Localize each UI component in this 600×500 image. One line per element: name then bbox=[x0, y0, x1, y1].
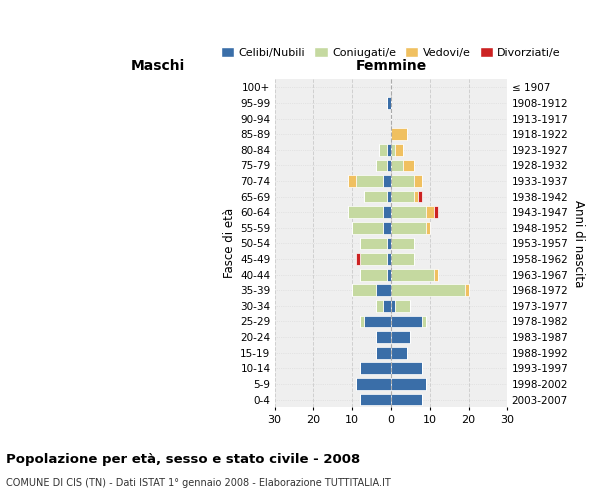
Bar bbox=[387, 269, 391, 280]
Bar bbox=[383, 206, 391, 218]
Text: Popolazione per età, sesso e stato civile - 2008: Popolazione per età, sesso e stato civil… bbox=[6, 452, 360, 466]
Bar bbox=[352, 222, 383, 234]
Bar bbox=[356, 175, 383, 187]
Y-axis label: Fasce di età: Fasce di età bbox=[223, 208, 236, 278]
Bar bbox=[356, 378, 391, 390]
Y-axis label: Anni di nascita: Anni di nascita bbox=[572, 200, 585, 287]
Bar bbox=[391, 253, 415, 265]
Bar bbox=[383, 222, 391, 234]
Bar bbox=[360, 269, 387, 280]
Bar bbox=[349, 175, 356, 187]
Bar bbox=[426, 206, 434, 218]
Bar bbox=[383, 175, 391, 187]
Bar bbox=[360, 394, 391, 406]
Bar bbox=[376, 284, 391, 296]
Bar bbox=[387, 238, 391, 250]
Bar bbox=[434, 269, 437, 280]
Bar bbox=[391, 300, 395, 312]
Bar bbox=[376, 347, 391, 358]
Bar bbox=[391, 222, 426, 234]
Bar bbox=[376, 300, 383, 312]
Text: Maschi: Maschi bbox=[131, 59, 185, 73]
Bar bbox=[376, 160, 387, 171]
Bar bbox=[391, 175, 415, 187]
Bar bbox=[387, 253, 391, 265]
Bar bbox=[391, 269, 434, 280]
Bar bbox=[391, 190, 415, 202]
Bar bbox=[391, 331, 410, 343]
Bar bbox=[387, 97, 391, 109]
Bar bbox=[465, 284, 469, 296]
Bar bbox=[391, 144, 395, 156]
Bar bbox=[360, 362, 391, 374]
Bar bbox=[415, 190, 418, 202]
Bar bbox=[364, 190, 387, 202]
Bar bbox=[391, 394, 422, 406]
Bar bbox=[391, 347, 407, 358]
Bar bbox=[360, 316, 364, 328]
Bar bbox=[391, 238, 415, 250]
Bar bbox=[349, 206, 383, 218]
Bar bbox=[391, 128, 407, 140]
Bar bbox=[364, 316, 391, 328]
Bar bbox=[434, 206, 437, 218]
Bar bbox=[395, 300, 410, 312]
Bar bbox=[418, 190, 422, 202]
Bar bbox=[391, 362, 422, 374]
Bar bbox=[422, 316, 426, 328]
Legend: Celibi/Nubili, Coniugati/e, Vedovi/e, Divorziati/e: Celibi/Nubili, Coniugati/e, Vedovi/e, Di… bbox=[217, 42, 565, 62]
Bar bbox=[376, 331, 391, 343]
Bar bbox=[415, 175, 422, 187]
Text: COMUNE DI CIS (TN) - Dati ISTAT 1° gennaio 2008 - Elaborazione TUTTITALIA.IT: COMUNE DI CIS (TN) - Dati ISTAT 1° genna… bbox=[6, 478, 391, 488]
Bar bbox=[379, 144, 387, 156]
Bar bbox=[395, 144, 403, 156]
Bar bbox=[387, 160, 391, 171]
Bar bbox=[426, 222, 430, 234]
Text: Femmine: Femmine bbox=[355, 59, 427, 73]
Bar bbox=[387, 190, 391, 202]
Bar bbox=[391, 160, 403, 171]
Bar bbox=[391, 206, 426, 218]
Bar bbox=[352, 284, 376, 296]
Bar bbox=[356, 253, 360, 265]
Bar bbox=[391, 316, 422, 328]
Bar bbox=[360, 253, 387, 265]
Bar bbox=[391, 284, 465, 296]
Bar bbox=[391, 378, 426, 390]
Bar bbox=[403, 160, 415, 171]
Bar bbox=[383, 300, 391, 312]
Bar bbox=[387, 144, 391, 156]
Bar bbox=[360, 238, 387, 250]
